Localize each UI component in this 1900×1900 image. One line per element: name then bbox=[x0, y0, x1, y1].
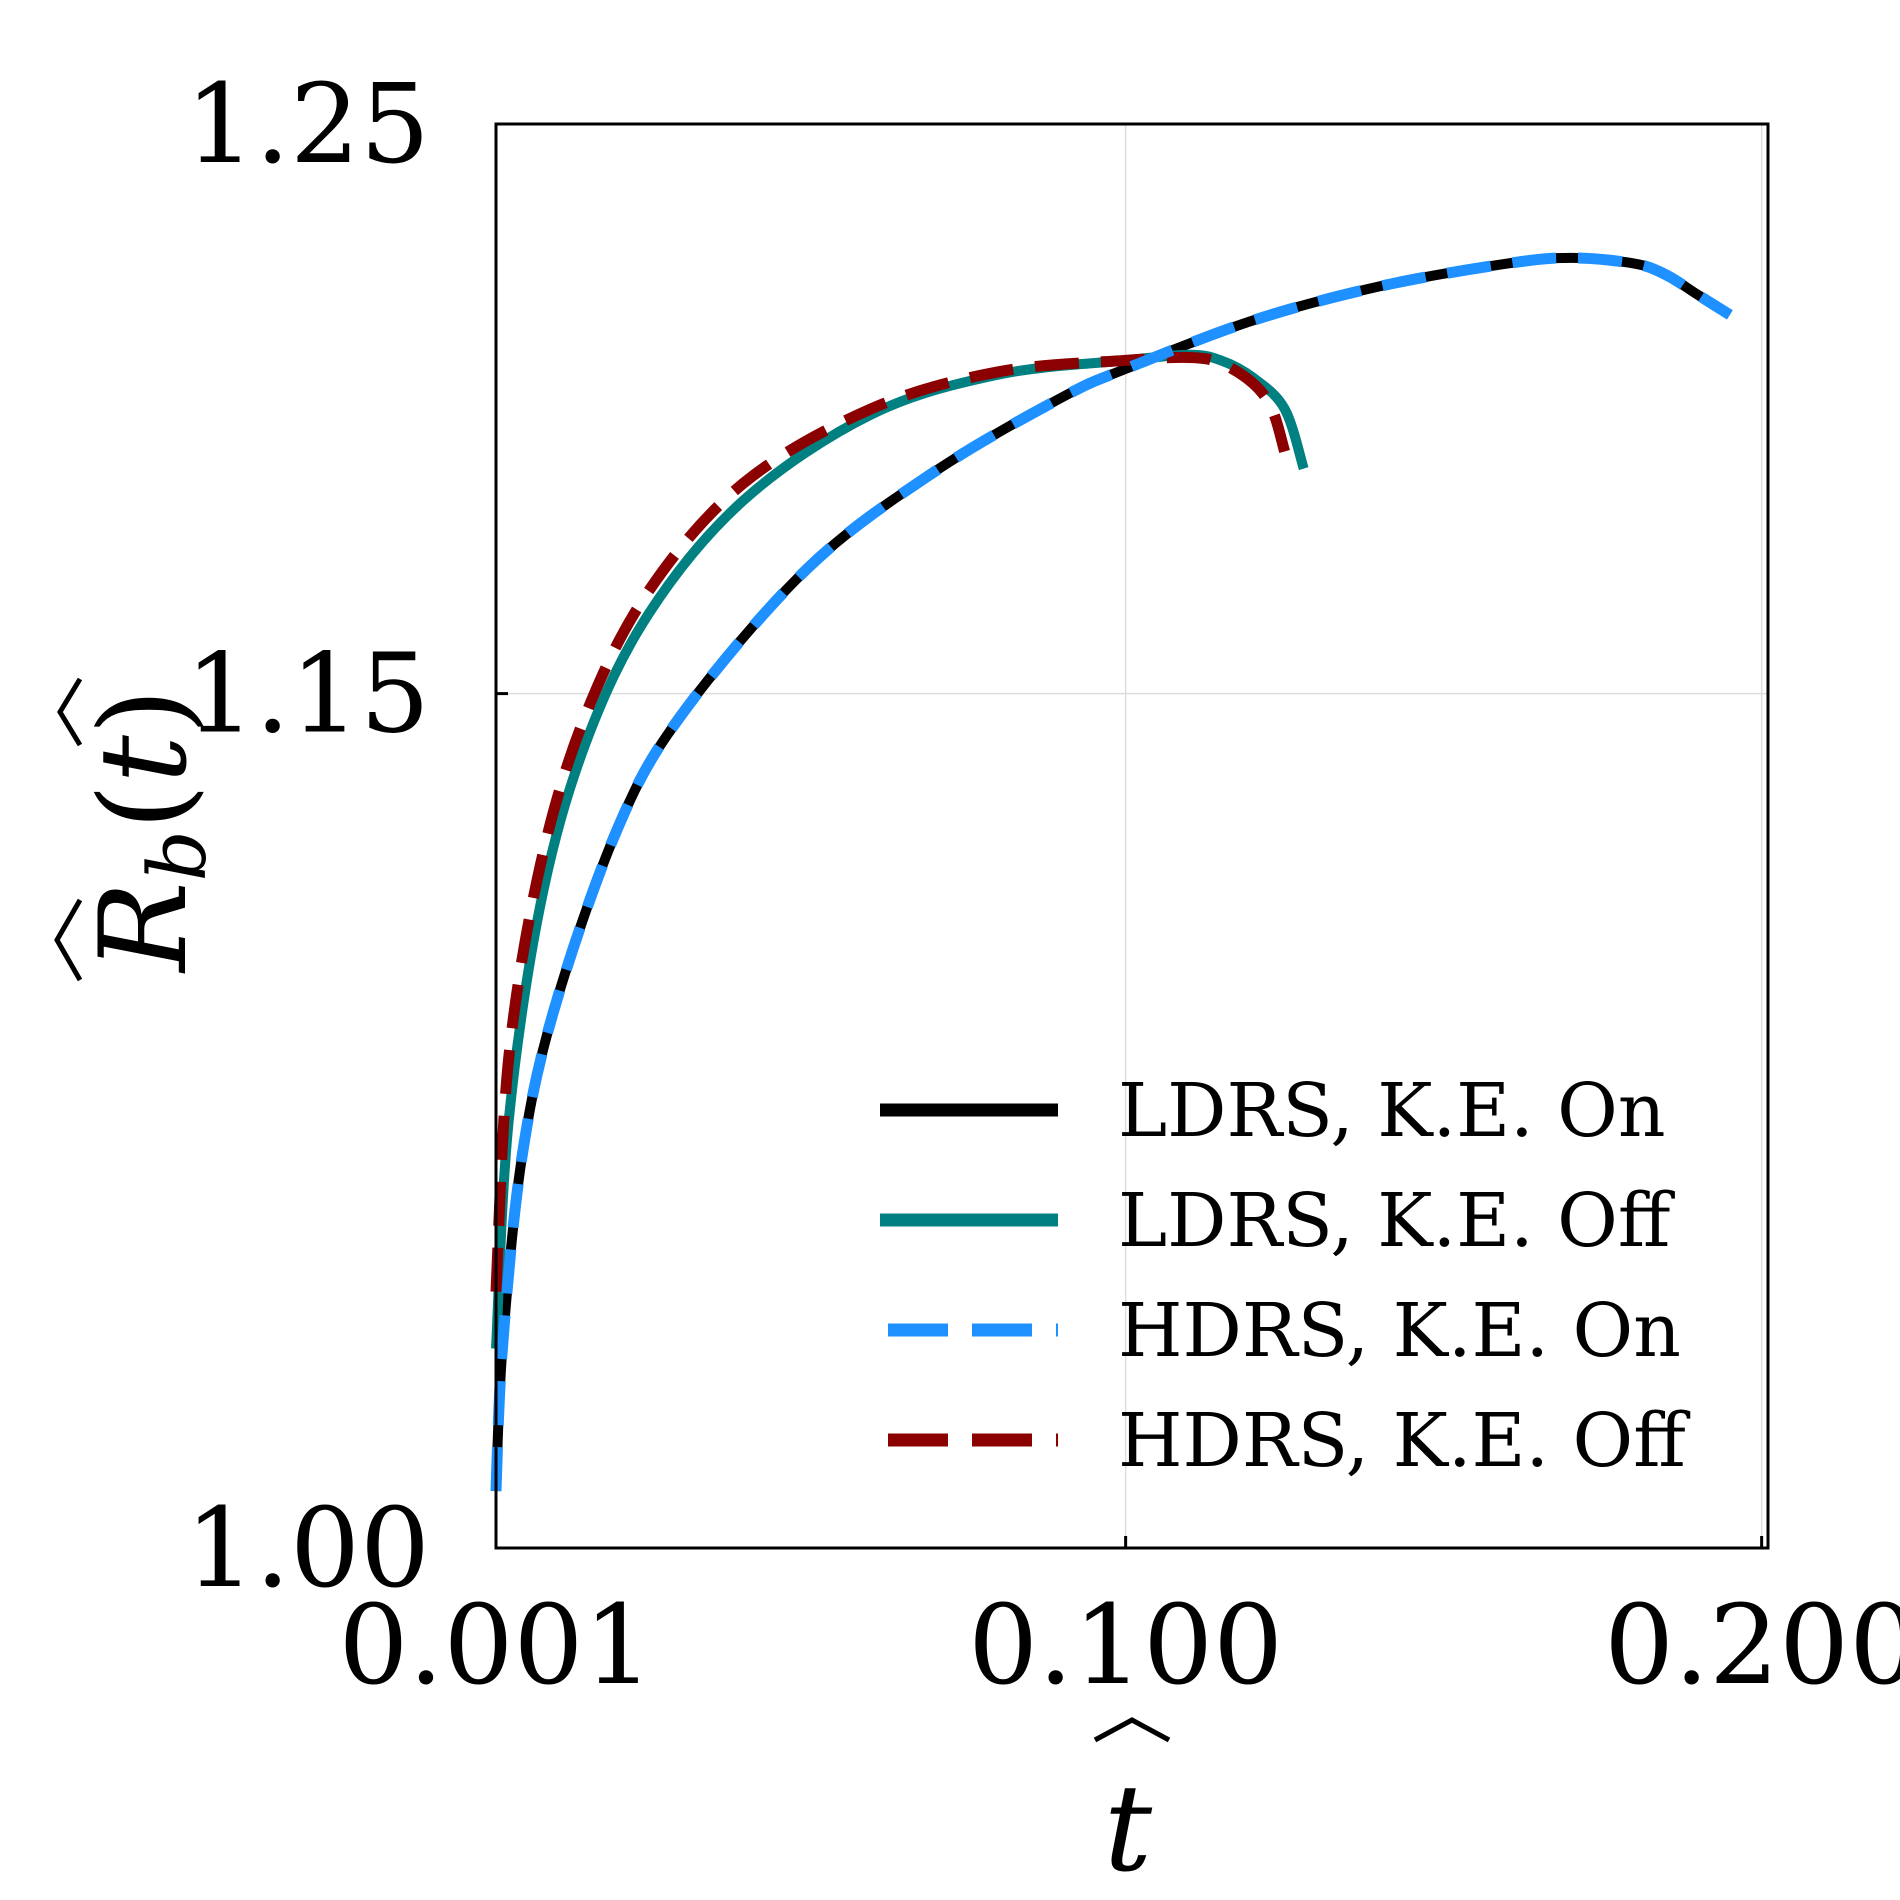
legend-label: HDRS, K.E. Off bbox=[1118, 1398, 1691, 1484]
legend-label: HDRS, K.E. On bbox=[1118, 1288, 1681, 1374]
y-tick-label: 1.00 bbox=[185, 1484, 430, 1612]
y-axis-title: Rb(t) bbox=[54, 677, 224, 982]
plot-frame bbox=[494, 122, 1770, 1550]
y-tick-label: 1.25 bbox=[185, 60, 430, 188]
series-line-hdrs-k-e-off bbox=[490, 351, 1290, 1292]
x-axis-title-hat bbox=[1093, 1717, 1171, 1743]
x-tick-label: 0.100 bbox=[968, 1581, 1283, 1709]
series-line-ldrs-k-e-off bbox=[491, 349, 1309, 1349]
x-axis-title: t bbox=[1093, 1717, 1171, 1899]
y-axis-title-hat-t bbox=[57, 677, 83, 747]
ticks bbox=[494, 122, 1764, 1550]
legend-label: LDRS, K.E. Off bbox=[1118, 1178, 1676, 1264]
x-tick-label: 0.200 bbox=[1604, 1581, 1900, 1709]
legend-label: LDRS, K.E. On bbox=[1118, 1068, 1665, 1154]
tick-labels: 0.001 0.100 0.200 1.00 1.15 1.25 bbox=[185, 60, 1900, 1709]
y-axis-title-text: Rb(t) bbox=[75, 688, 224, 973]
series-layer bbox=[490, 252, 1733, 1492]
x-axis-title-text: t bbox=[1104, 1760, 1153, 1899]
legend: LDRS, K.E. On LDRS, K.E. Off HDRS, K.E. On… bbox=[880, 1068, 1691, 1484]
y-axis-title-hat-r bbox=[54, 898, 83, 982]
y-tick-label: 1.15 bbox=[185, 630, 430, 758]
x-tick-label: 0.001 bbox=[339, 1581, 654, 1709]
series-line-hdrs-k-e-on bbox=[490, 252, 1733, 1492]
